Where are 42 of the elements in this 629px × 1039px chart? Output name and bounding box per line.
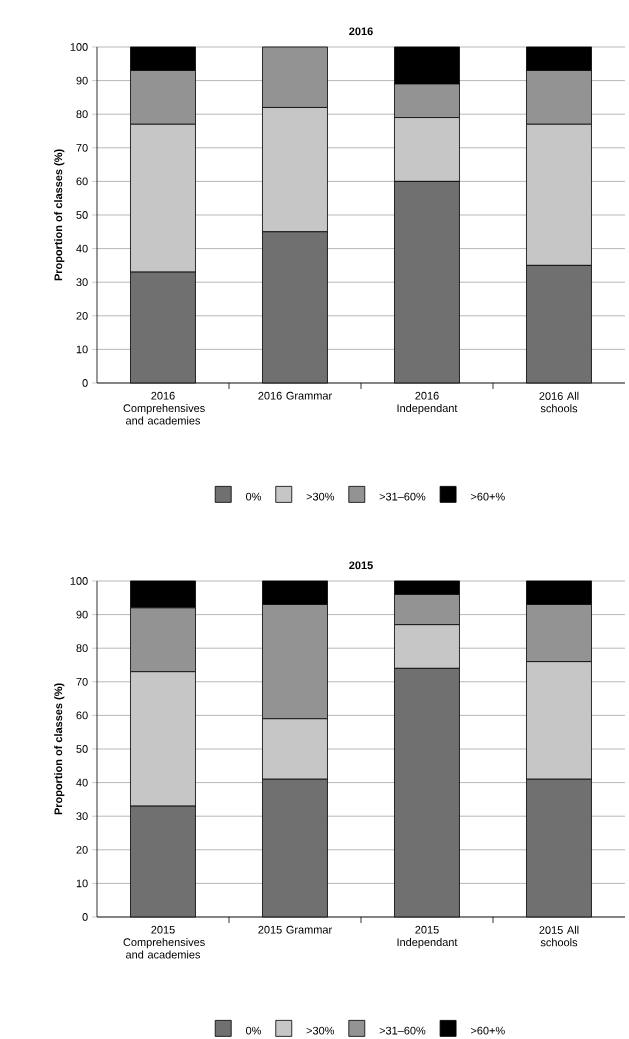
chart-title: 2016 [349, 27, 373, 36]
x-tick-label: 2016 Comprehensives and academies [123, 391, 205, 425]
y-tick-label: 20 [76, 311, 88, 320]
y-tick-label: 30 [76, 278, 88, 287]
y-axis-title: Proportion of classes (%) [54, 149, 65, 281]
legend-label: >60+% [470, 492, 505, 501]
y-tick-label: 10 [76, 879, 88, 888]
legend-label: 0% [245, 492, 262, 501]
y-tick-label: 90 [76, 610, 88, 619]
y-tick-label: 20 [76, 845, 88, 854]
y-tick-label: 0 [82, 379, 88, 387]
y-tick-label: 80 [76, 644, 88, 653]
y-tick-label: 10 [76, 345, 88, 354]
y-tick-label: 90 [76, 76, 88, 85]
x-tick-label: 2015 Comprehensives and academies [123, 925, 205, 959]
legend-label: >30% [306, 492, 335, 501]
legend-label: 0% [245, 1026, 262, 1035]
y-tick-label: 70 [76, 677, 88, 686]
x-tick-label: 2016 Grammar [258, 391, 332, 400]
y-axis-title: Proportion of classes (%) [54, 683, 65, 815]
legend-label: >30% [306, 1026, 335, 1035]
y-tick-label: 100 [70, 43, 88, 51]
y-tick-label: 70 [76, 143, 88, 152]
y-tick-label: 30 [76, 812, 88, 821]
x-tick-label: 2015 Grammar [258, 925, 332, 934]
y-tick-label: 60 [76, 711, 88, 720]
legend-label: >60+% [470, 1026, 505, 1035]
legend-label: >31–60% [379, 492, 426, 501]
x-tick-label: 2016 All schools [539, 391, 579, 413]
x-tick-label: 2015 Independant [397, 925, 458, 949]
y-tick-label: 60 [76, 177, 88, 186]
legend-label: >31–60% [379, 1026, 426, 1035]
chart-title: 2015 [349, 561, 373, 570]
y-tick-label: 40 [76, 778, 88, 787]
x-tick-label: 2016 Independant [397, 391, 458, 415]
y-tick-label: 50 [76, 745, 88, 753]
y-tick-label: 100 [70, 577, 88, 585]
y-tick-label: 50 [76, 211, 88, 219]
x-tick-label: 2015 All schools [539, 925, 579, 947]
y-tick-label: 80 [76, 110, 88, 119]
y-tick-label: 40 [76, 244, 88, 253]
y-tick-label: 0 [82, 913, 88, 921]
